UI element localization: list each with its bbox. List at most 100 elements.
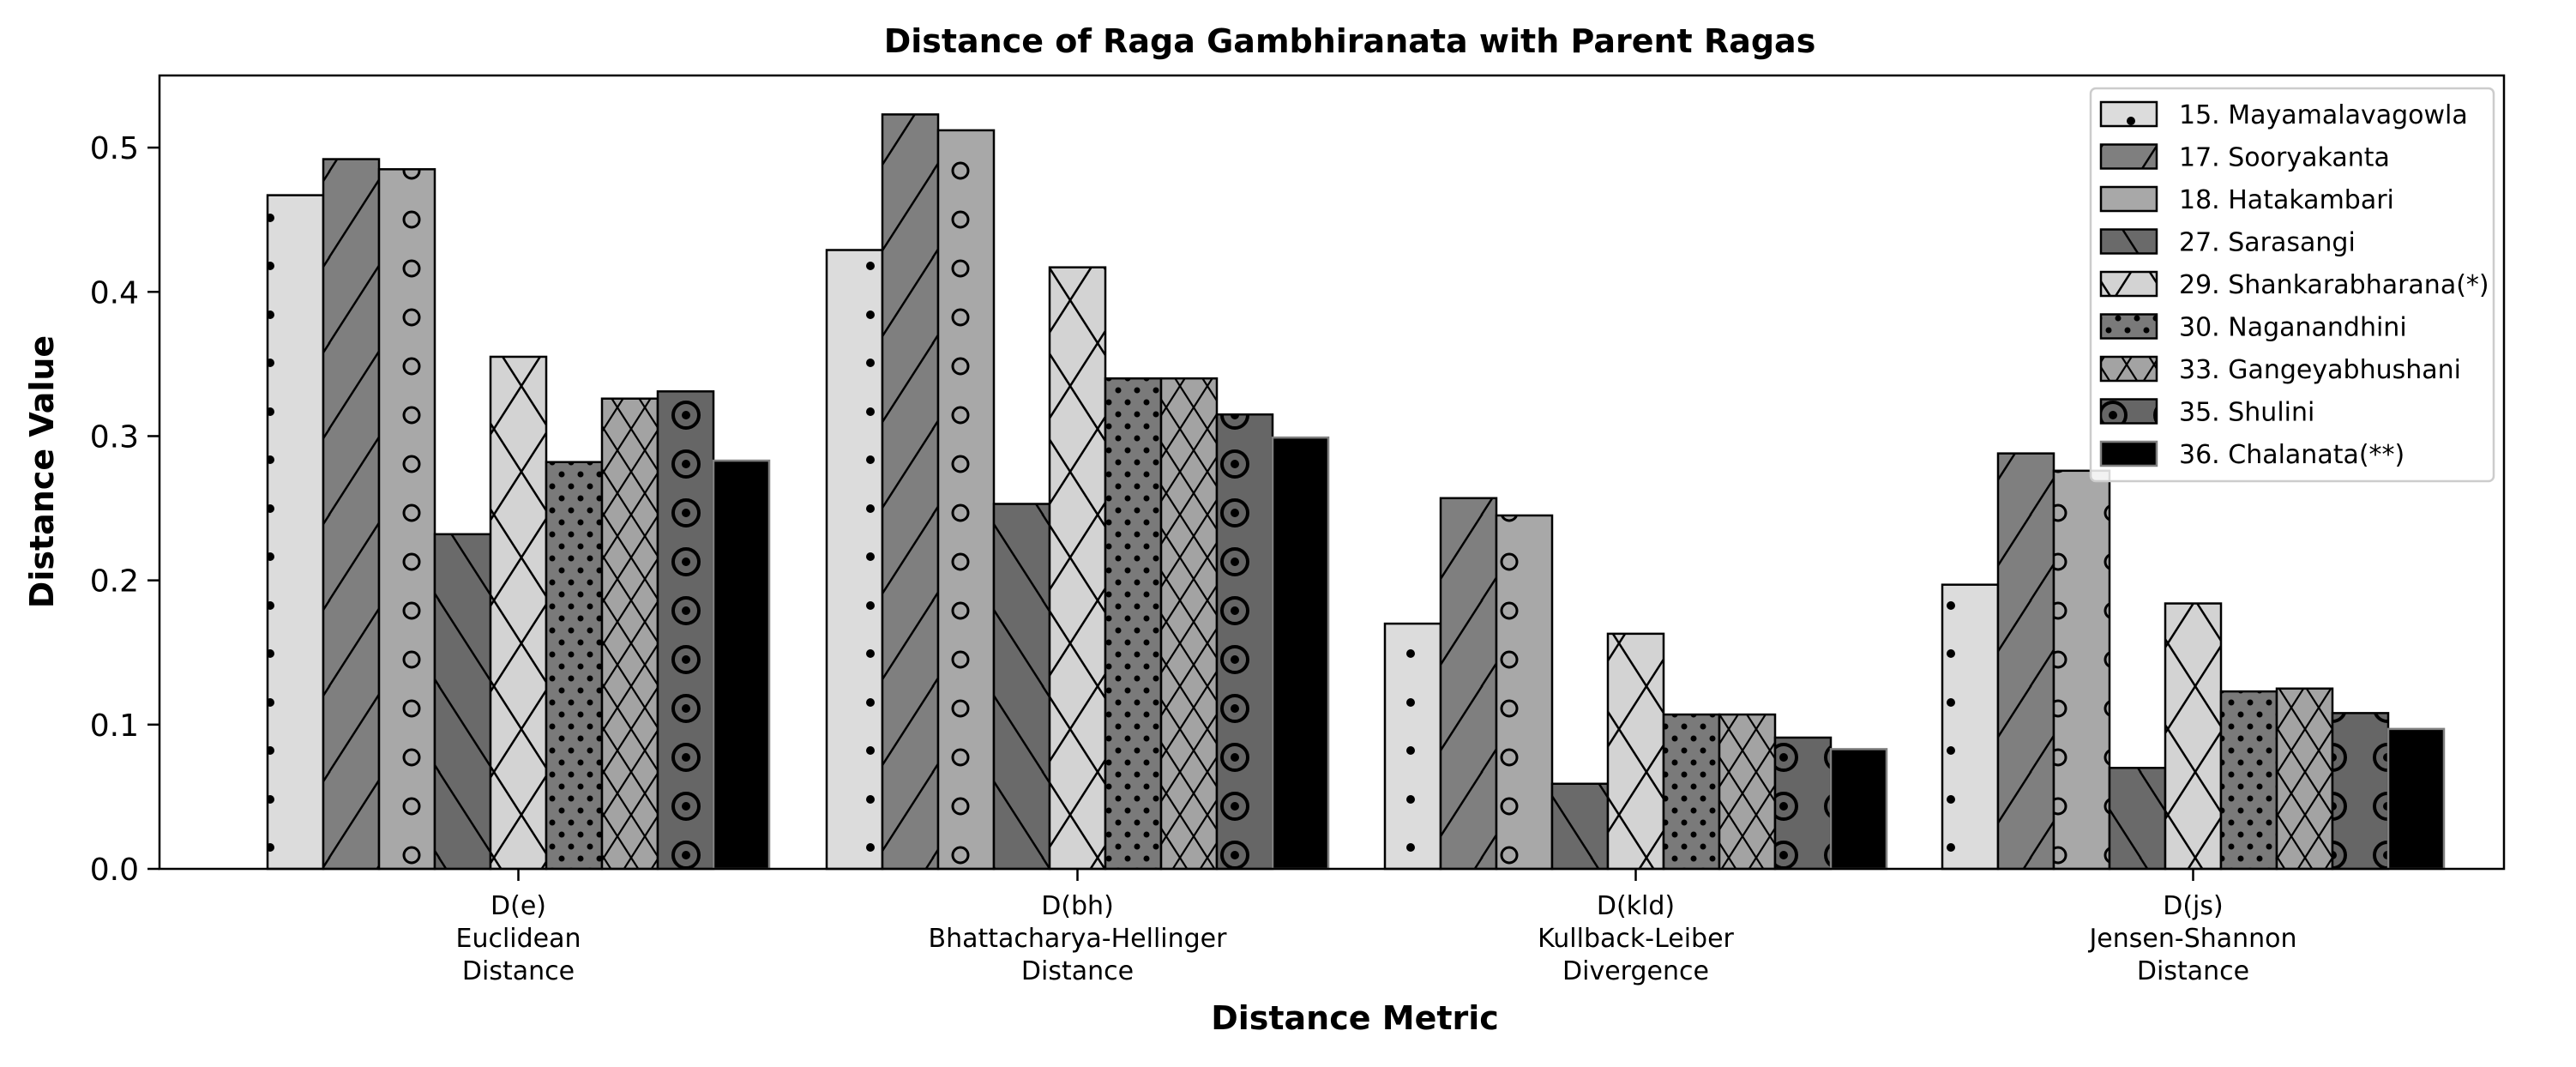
bar-group-8-1: [1271, 436, 1330, 871]
bar-group-7-2: [1773, 736, 1833, 871]
bar-hatch: [1942, 584, 1998, 869]
legend-label: 36. Chalanata(**): [2179, 440, 2404, 470]
bar-hatch: [491, 356, 546, 869]
bar-group-2-1: [936, 129, 996, 871]
bar-hatch: [1664, 714, 1719, 869]
bars-layer: [266, 113, 2446, 871]
legend-swatch-outline: [2099, 143, 2158, 170]
bar-group-8-2: [1829, 748, 1888, 871]
legend-swatch-hatch: [2101, 144, 2157, 169]
legend-label: 35. Shulini: [2179, 398, 2314, 428]
bar-group-7-0: [656, 390, 715, 871]
bar-hatch: [1385, 624, 1441, 869]
x-tick-label-line: Bhattacharya-Hellinger: [929, 924, 1228, 954]
bar-group-6-2: [1718, 713, 1777, 871]
bar: [1831, 749, 1887, 869]
bar-group-4-1: [1048, 266, 1107, 871]
bar-group-1-0: [322, 158, 381, 871]
legend-swatch-hatch: [2101, 399, 2157, 424]
bar-group-4-2: [1606, 632, 1665, 871]
legend-swatch-hatch: [2101, 102, 2157, 126]
bar-group-7-3: [2331, 712, 2390, 871]
bar-hatch: [1496, 515, 1552, 869]
chart-title: Distance of Raga Gambhiranata with Paren…: [884, 22, 1816, 60]
bar-group-3-1: [992, 503, 1051, 871]
legend-item: 17. Sooryakanta: [2099, 143, 2390, 173]
x-tick-label-line: D(bh): [1041, 891, 1114, 921]
x-tick-label-line: Distance: [462, 956, 575, 986]
x-tick-label-line: Kullback-Leiber: [1538, 924, 1734, 954]
bar-group-0-1: [825, 249, 884, 871]
bar-hatch: [2332, 713, 2388, 869]
bar-group-6-0: [600, 397, 659, 871]
legend-swatch-outline: [2099, 100, 2158, 128]
y-tick-label: 0.2: [90, 564, 139, 600]
bar-group-3-2: [1550, 782, 1610, 871]
x-tick-label: D(js) Jensen-Shannon Distance: [2087, 891, 2296, 986]
bar-group-8-3: [2386, 727, 2446, 871]
bar-hatch: [2054, 470, 2110, 869]
bar-group-5-3: [2219, 690, 2278, 871]
bar-hatch: [268, 195, 323, 869]
bar-group-0-2: [1383, 622, 1442, 871]
bar-hatch: [2165, 603, 2221, 869]
bar-hatch: [379, 169, 435, 869]
legend-item: 33. Gangeyabhushani: [2099, 355, 2461, 385]
y-axis-title: Distance Value: [23, 335, 61, 608]
legend-label: 29. Shankarabharana(*): [2179, 270, 2489, 300]
bar-hatch: [602, 398, 658, 869]
bar-hatch: [1217, 414, 1273, 869]
bar: [713, 461, 769, 869]
legend-swatch-outline: [2099, 313, 2158, 340]
bar-hatch: [1441, 497, 1496, 869]
legend-swatch-outline: [2099, 270, 2158, 298]
bar-group-0-0: [266, 194, 325, 871]
y-tick-label: 0.3: [90, 419, 139, 455]
bar-hatch: [1998, 453, 2054, 869]
bar-group-2-0: [377, 168, 436, 871]
legend-swatch-outline: [2099, 440, 2158, 467]
bar-hatch: [435, 534, 491, 869]
bar-group-3-3: [2108, 767, 2167, 871]
bar-hatch: [323, 159, 379, 869]
bar-hatch: [827, 250, 882, 869]
x-tick-label-line: D(e): [491, 891, 546, 921]
bar-hatch: [658, 391, 713, 869]
x-tick-label-line: Euclidean: [455, 924, 581, 954]
bar-hatch: [882, 114, 938, 870]
legend-swatch-outline: [2099, 398, 2158, 425]
y-axis: 0.0 0.1 0.2 0.3 0.4 0.5: [90, 131, 159, 888]
bar-hatch: [1775, 737, 1831, 869]
y-tick-label: 0.0: [90, 853, 139, 888]
bar-hatch: [994, 503, 1050, 869]
bar-group-1-3: [1996, 452, 2055, 871]
bar-hatch: [2221, 691, 2277, 869]
y-tick-label: 0.1: [90, 708, 139, 744]
legend-swatch-outline: [2099, 355, 2158, 383]
y-tick-label: 0.5: [90, 131, 139, 166]
bar-group-5-2: [1662, 713, 1721, 871]
bar: [1273, 437, 1328, 869]
bar-hatch: [1608, 633, 1664, 869]
x-tick-label-line: D(kld): [1597, 891, 1675, 921]
legend-swatch-outline: [2099, 228, 2158, 255]
bar-group-2-2: [1495, 514, 1554, 871]
bar-group-1-1: [881, 113, 940, 871]
bar-group-2-3: [2052, 469, 2111, 871]
x-tick-label: D(e) Euclidean Distance: [455, 891, 581, 986]
plot-frame: [158, 74, 2506, 871]
x-tick-label-line: Distance: [1021, 956, 1134, 986]
legend-swatch-hatch: [2101, 357, 2157, 381]
legend-frame: [2089, 87, 2495, 483]
bar-group-6-1: [1159, 377, 1219, 871]
bar: [2388, 728, 2444, 869]
legend-item: 15. Mayamalavagowla: [2099, 100, 2468, 130]
legend-swatch-outline: [2099, 185, 2158, 213]
legend-item: 27. Sarasangi: [2099, 228, 2356, 258]
legend-item: 36. Chalanata(**): [2099, 440, 2404, 470]
legend-label: 15. Mayamalavagowla: [2179, 100, 2468, 130]
bar-hatch: [938, 130, 994, 870]
bar-hatch: [2110, 768, 2165, 869]
x-tick-label: D(bh) Bhattacharya-Hellinger Distance: [929, 891, 1228, 986]
